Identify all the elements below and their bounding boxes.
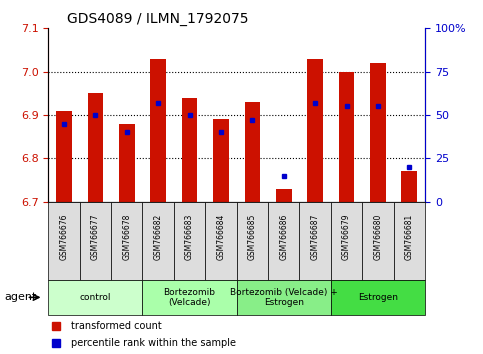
Text: GSM766681: GSM766681	[405, 213, 414, 260]
Text: GSM766682: GSM766682	[154, 213, 163, 260]
Text: GSM766683: GSM766683	[185, 213, 194, 260]
Text: GDS4089 / ILMN_1792075: GDS4089 / ILMN_1792075	[67, 12, 249, 26]
Text: Bortezomib
(Velcade): Bortezomib (Velcade)	[164, 288, 215, 307]
Bar	[56, 111, 72, 202]
Text: GSM766687: GSM766687	[311, 213, 320, 260]
Text: percentile rank within the sample: percentile rank within the sample	[71, 338, 236, 348]
Bar	[150, 59, 166, 202]
Text: transformed count: transformed count	[71, 321, 162, 331]
Text: GSM766678: GSM766678	[122, 213, 131, 260]
Text: GSM766686: GSM766686	[279, 213, 288, 260]
Bar	[307, 59, 323, 202]
Bar	[237, 202, 268, 280]
Bar	[394, 202, 425, 280]
Bar	[174, 202, 205, 280]
Bar	[205, 202, 237, 280]
Text: GSM766680: GSM766680	[373, 213, 383, 260]
Bar	[339, 72, 355, 202]
Bar	[111, 202, 142, 280]
Text: GSM766685: GSM766685	[248, 213, 257, 260]
Bar	[276, 189, 292, 202]
Bar	[331, 202, 362, 280]
Bar	[331, 280, 425, 315]
Text: Estrogen: Estrogen	[358, 293, 398, 302]
Bar	[213, 119, 229, 202]
Bar	[362, 202, 394, 280]
Text: GSM766676: GSM766676	[59, 213, 69, 260]
Text: GSM766679: GSM766679	[342, 213, 351, 260]
Bar	[182, 98, 198, 202]
Bar	[87, 93, 103, 202]
Bar	[80, 202, 111, 280]
Bar	[142, 280, 237, 315]
Bar	[48, 202, 80, 280]
Bar	[268, 202, 299, 280]
Text: control: control	[80, 293, 111, 302]
Bar	[401, 171, 417, 202]
Text: agent: agent	[5, 292, 37, 302]
Bar	[244, 102, 260, 202]
Bar	[237, 280, 331, 315]
Text: Bortezomib (Velcade) +
Estrogen: Bortezomib (Velcade) + Estrogen	[230, 288, 338, 307]
Bar	[48, 280, 142, 315]
Text: GSM766677: GSM766677	[91, 213, 100, 260]
Bar	[370, 63, 386, 202]
Bar	[119, 124, 135, 202]
Text: GSM766684: GSM766684	[216, 213, 226, 260]
Bar	[299, 202, 331, 280]
Bar	[142, 202, 174, 280]
